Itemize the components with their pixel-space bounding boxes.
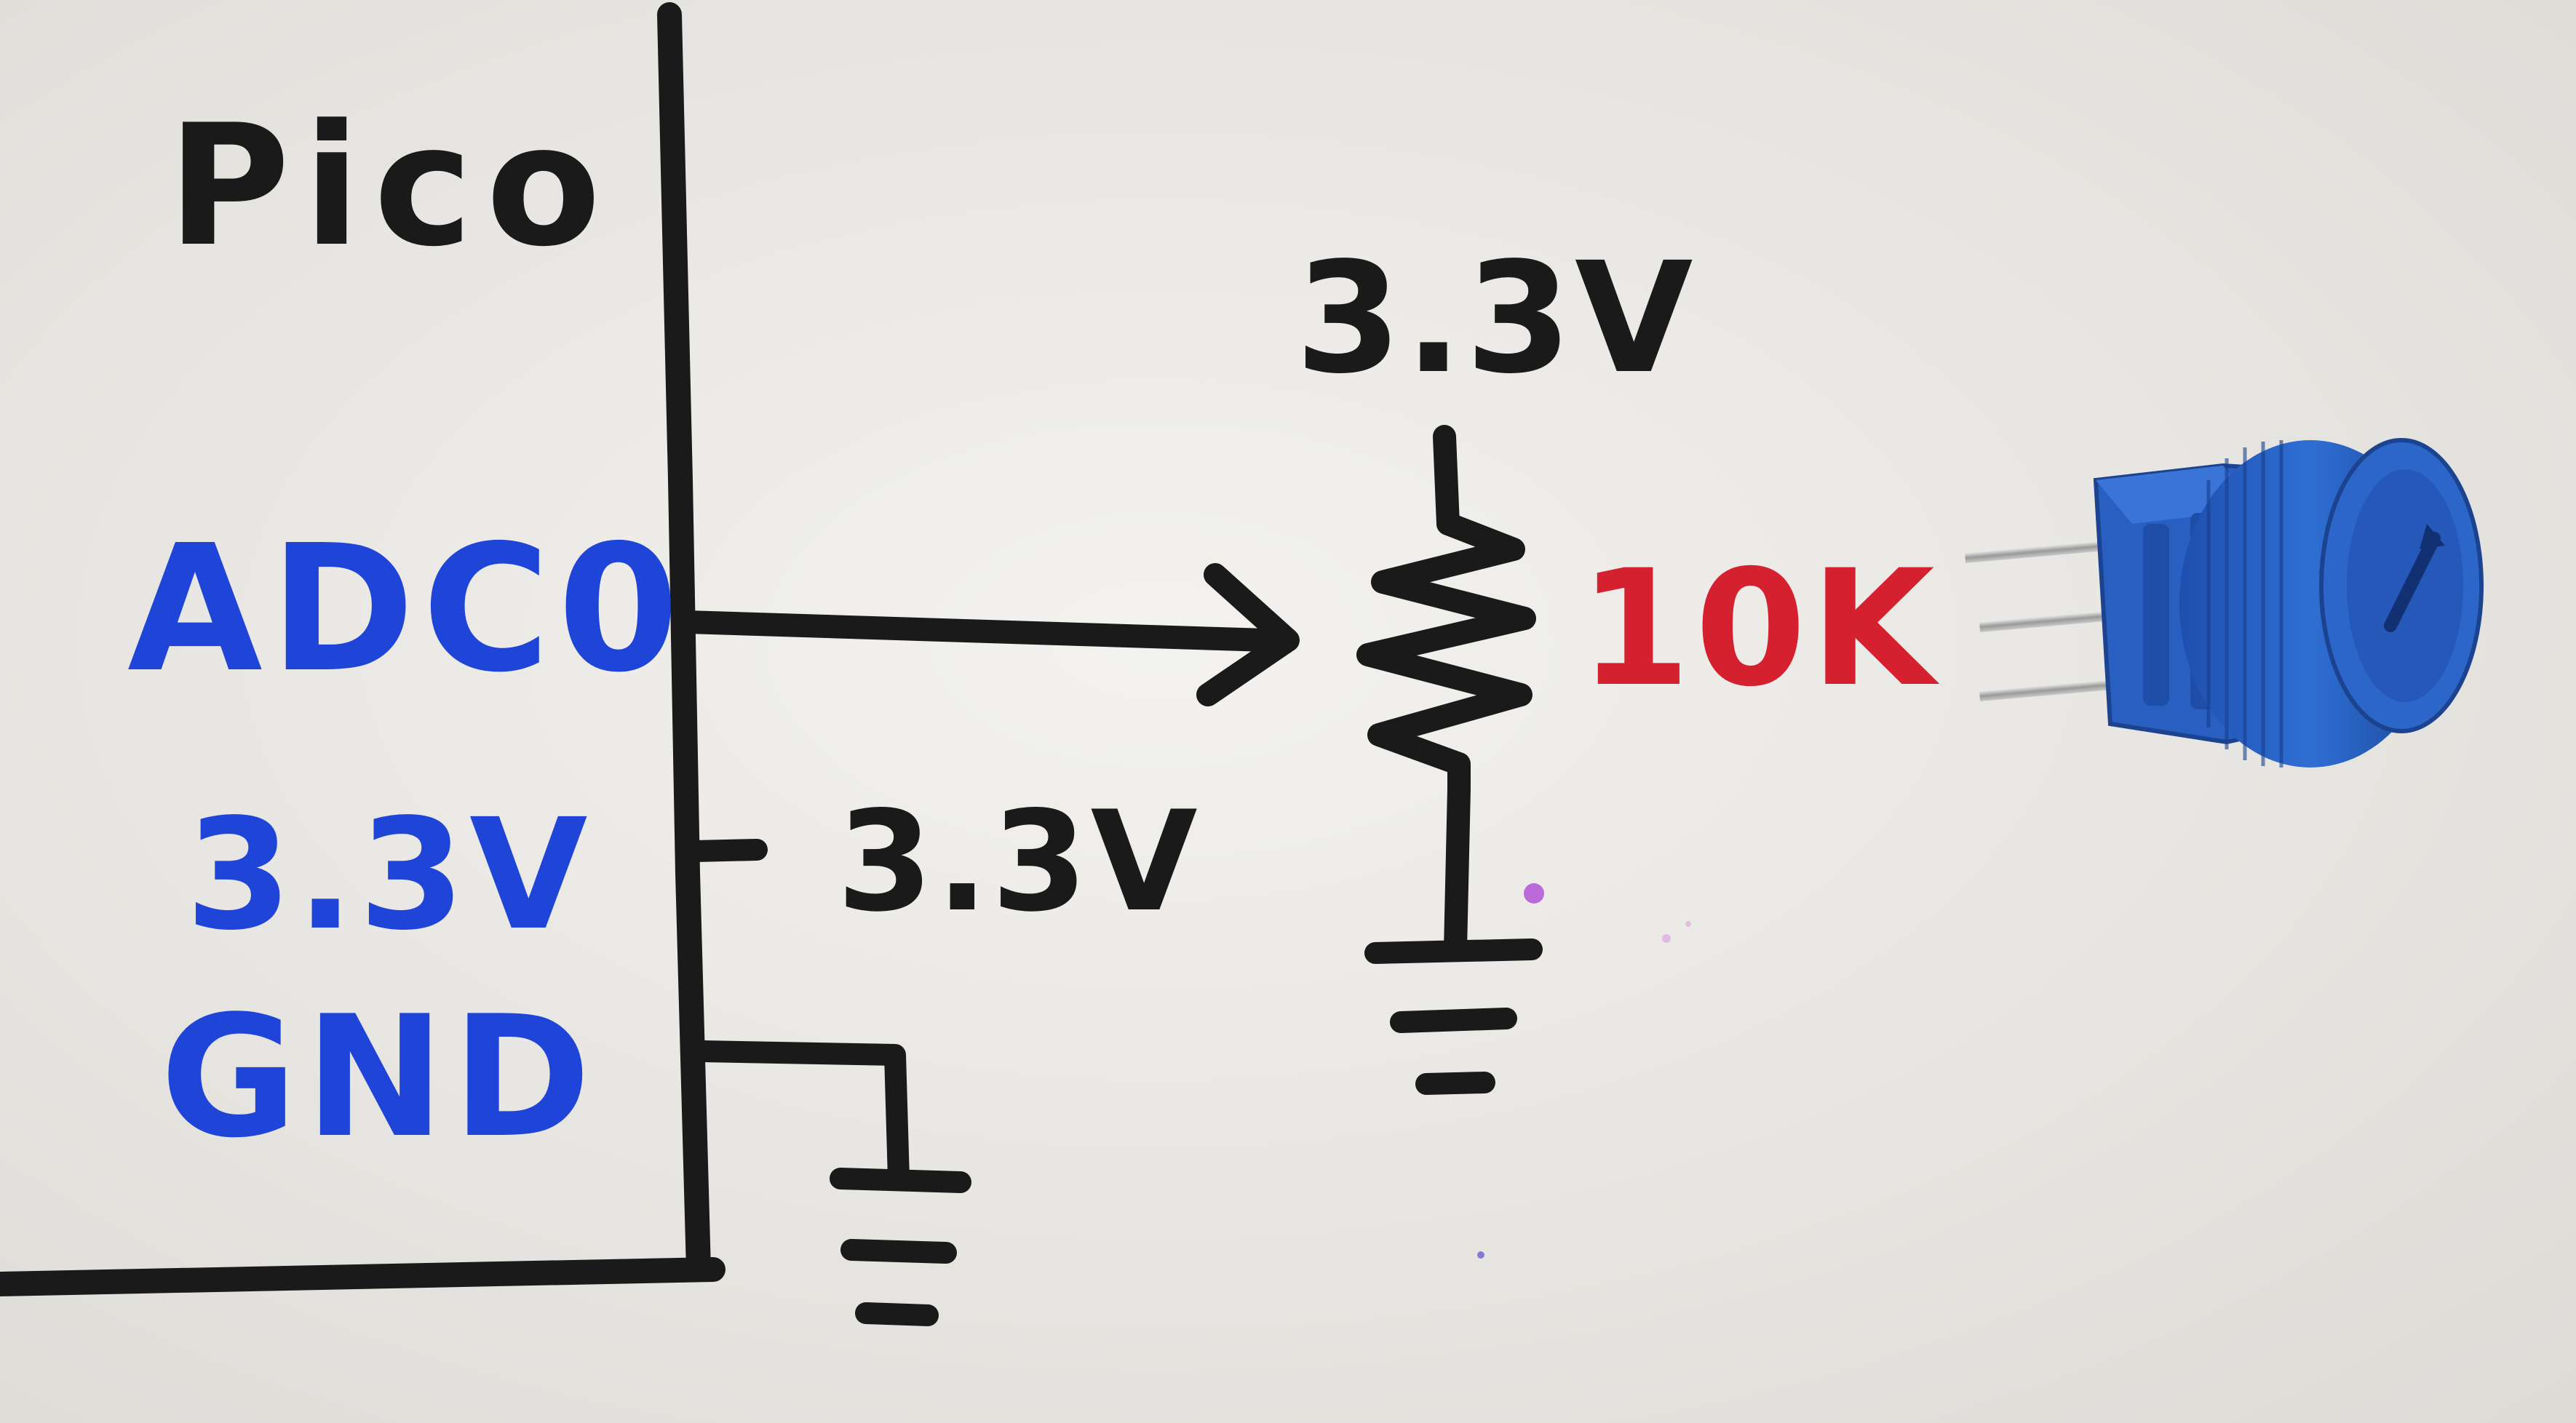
- ground-wire: [691, 1040, 910, 1189]
- pin-label-gnd: GND: [160, 981, 598, 1175]
- pink-ink-speck: [1662, 934, 1671, 943]
- pico-board-outline: [0, 2, 726, 1296]
- ground-symbol-left: [830, 1168, 971, 1326]
- pin-label-adc0: ADC0: [127, 507, 686, 711]
- wiper-arrow-head: [1196, 563, 1300, 706]
- power-rail-label: 3.3V: [837, 781, 1201, 942]
- adc-wire: [676, 563, 1300, 706]
- pin-label-3v3: 3.3V: [186, 786, 592, 964]
- blue-potentiometer-icon: [1964, 438, 2484, 768]
- power-stub-wire: [684, 839, 768, 862]
- pot-supply-label: 3.3V: [1295, 229, 1696, 407]
- potentiometer-symbol: [1356, 425, 1536, 961]
- pot-value-label: 10K: [1579, 535, 1940, 722]
- blue-ink-speck: [1477, 1251, 1484, 1259]
- pico-label: Pico: [167, 89, 614, 284]
- pink-ink-speck: [1685, 921, 1691, 927]
- ground-symbol-right: [1364, 938, 1543, 1095]
- purple-ink-dot: [1524, 883, 1544, 904]
